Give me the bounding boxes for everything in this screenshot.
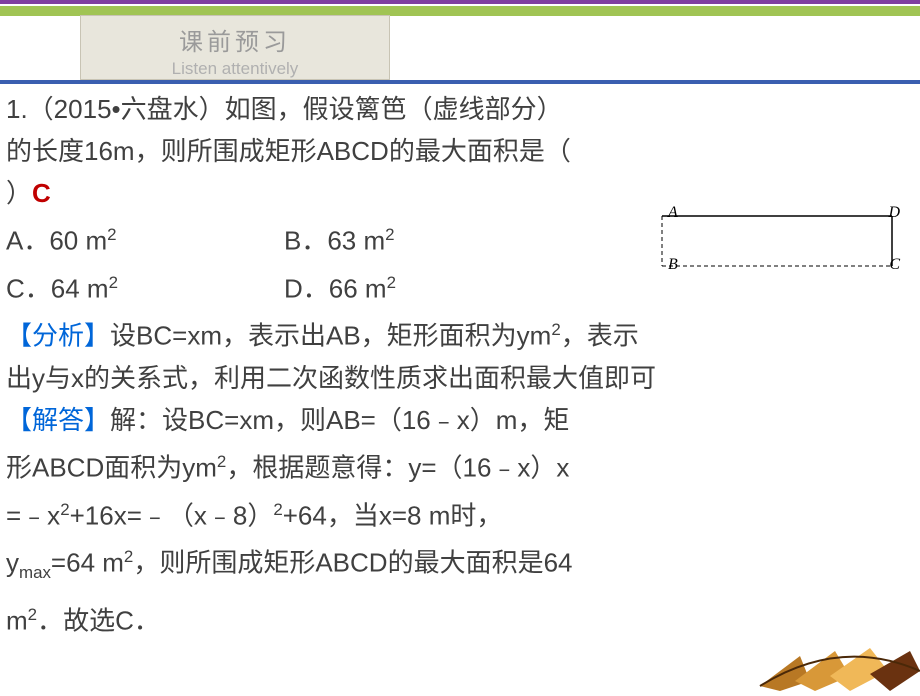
option-c: C．64 m2 [6, 262, 118, 310]
diagram-label-a: A [668, 204, 678, 222]
stem-line-1: 1.（2015•六盘水）如图，假设篱笆（虚线部分） [6, 88, 914, 130]
option-d: D．66 m2 [284, 262, 396, 310]
corner-svg [720, 646, 920, 691]
stripe-blue [0, 80, 920, 84]
header-tab: 课前预习 Listen attentively [80, 15, 390, 80]
option-a: A．60 m2 [6, 214, 117, 262]
solve-line-1: 【解答】解：设BC=xm，则AB=（16﹣x）m，矩 [6, 399, 914, 441]
solve-line-3: =﹣x2+16x=﹣（x﹣8）2+64，当x=8 m时， [6, 489, 914, 537]
stem-line-2: 的长度16m，则所围成矩形ABCD的最大面积是（ [6, 130, 914, 172]
solve-line-2: 形ABCD面积为ym2，根据题意得：y=（16﹣x）x [6, 441, 914, 489]
rectangle-diagram: A D B C [642, 206, 902, 286]
solve-label: 【解答】 [6, 405, 110, 435]
analysis-line-1: 【分析】设BC=xm，表示出AB，矩形面积为ym2，表示 [6, 309, 914, 357]
diagram-label-b: B [668, 256, 678, 274]
diagram-label-c: C [889, 256, 900, 274]
problem-content: 1.（2015•六盘水）如图，假设篱笆（虚线部分） 的长度16m，则所围成矩形A… [0, 88, 920, 642]
solve-line-4: ymax=64 m2，则所围成矩形ABCD的最大面积是64 [6, 536, 914, 594]
stripe-purple [0, 0, 920, 4]
option-b: B．63 m2 [284, 214, 395, 262]
corner-shape-4 [870, 651, 920, 691]
solve-line-5: m2．故选C． [6, 594, 914, 642]
analysis-line-2: 出y与x的关系式，利用二次函数性质求出面积最大值即可 [6, 357, 914, 399]
corner-decoration [720, 646, 920, 691]
diagram-svg [642, 206, 902, 286]
analysis-label: 【分析】 [6, 321, 110, 351]
tab-title-cn: 课前预习 [81, 22, 389, 57]
diagram-label-d: D [888, 204, 900, 222]
answer-letter: C [32, 178, 51, 208]
tab-title-en: Listen attentively [81, 59, 389, 79]
